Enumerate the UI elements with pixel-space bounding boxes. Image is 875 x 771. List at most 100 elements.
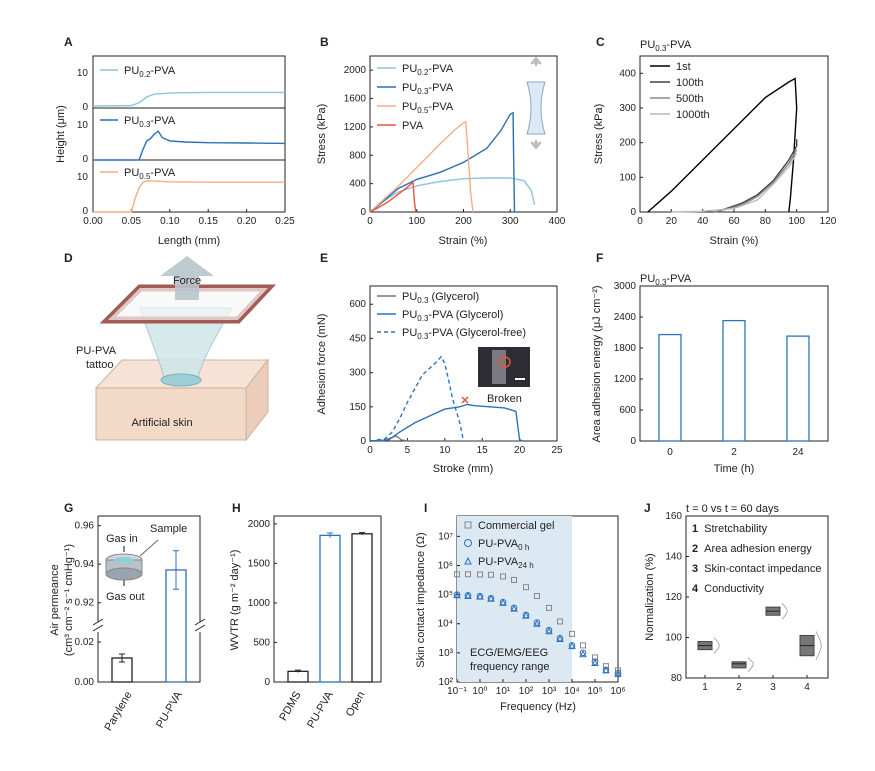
series-label: PU0.3-PVA [124,115,176,129]
y-tick-label: 0.94 [75,559,95,570]
data-point [533,592,540,599]
panel-letter: I [424,501,427,515]
tick-group: 0 5 10 15 20 25 0 150 300 450 600 [349,299,563,456]
legend-entry: PU0.3 (Glycerol) [402,291,479,305]
data-point [546,604,552,611]
distribution-curve [713,637,720,654]
legend-marker [464,556,472,565]
x-tick-label: 0.25 [275,216,295,227]
permeance-cell-icon [105,539,159,586]
y-tick-label: 200 [619,138,636,149]
gas-out-label: Gas out [106,591,145,603]
box [731,661,747,669]
panel-e: E 0 5 10 15 20 25 0 150 300 450 600 Stroke (mm) Ad… [316,251,563,475]
x-tick-label: 0.00 [83,216,103,227]
y-tick-label: 10⁴ [438,619,453,630]
x-tick-label: 10 [439,445,451,456]
y-tick-label: 10⁶ [438,560,453,571]
bar-group [111,550,187,683]
y-tick-label: 140 [665,552,682,563]
x-tick-label: 0 [637,216,643,227]
y-tick-label: 0.02 [75,637,95,648]
panel-i: I 10⁻¹ 10⁰ 10¹ 10² 10³ 10⁴ 10⁵ 10⁶10²10³10⁴10⁵1… [415,501,626,713]
x-tick-label: 25 [551,445,563,456]
legend: PU0.2-PVA PU0.3-PVA PU0.5-PVA PVA [377,63,454,132]
x-tick-label: 0 [367,445,373,456]
y-tick-label: 500 [253,637,270,648]
y-axis-label: WVTR (g m⁻² day⁻¹) [229,550,241,651]
y-tick-label: 10³ [439,648,454,659]
series-line [369,111,516,213]
y-tick-label: 450 [349,333,366,344]
legend: PU0.3 (Glycerol) PU0.3-PVA (Glycerol) PU… [377,291,526,341]
y-tick-label: 0.00 [75,677,95,688]
data-point [487,571,494,578]
x-tick-label: 20 [514,445,526,456]
data-point [579,650,587,658]
force-arrow-icon [160,256,214,300]
bar [287,670,309,683]
legend-entry: 500th [676,93,704,105]
category-label: Open [344,690,368,719]
tattoo-label: PU-PVA [76,345,117,357]
x-tick-label: 0 [367,216,373,227]
subplot-frame [92,55,286,109]
sample-label: Sample [150,523,187,535]
data-point [556,634,564,642]
panel-letter: A [64,35,73,49]
subplot-frame [92,159,286,213]
panel-j: J t = 0 vs t = 60 days 80 100 120 140 160 1 2 3… [644,501,829,693]
data-point [569,630,575,637]
x-tick-label: 3 [770,682,776,693]
y-tick: 0 [82,206,88,217]
y-tick-label: 400 [349,179,366,190]
legend-entry: PU0.2-PVA [402,63,454,77]
y-tick-label: 2400 [614,312,637,323]
category-label: PU-PVA [305,689,336,730]
x-tick-label: 120 [820,216,837,227]
break-marker-icon [461,396,469,404]
data-point [591,658,599,665]
series-line [369,355,465,442]
data-point [510,576,517,583]
data-point [568,642,576,650]
data-point [523,584,529,591]
y-tick-label: 600 [349,299,366,310]
y-tick-label: 1000 [248,598,271,609]
subplot-frame [92,107,286,161]
x-axis-label: Length (mm) [158,235,220,247]
distribution-curve [747,657,754,673]
bar [658,333,682,442]
skin-label: Artificial skin [131,417,192,429]
plot-frame [639,55,829,213]
x-axis-label: Frequency (Hz) [500,701,576,713]
data-point [614,669,622,677]
y-tick-label: 160 [665,511,682,522]
y-tick-label: 1500 [248,558,271,569]
frame [99,284,277,324]
x-tick-label: 10² [519,686,534,697]
y-axis-label: Area adhesion energy (μJ cm⁻²) [591,285,603,442]
y-tick-label: 400 [619,68,636,79]
broken-photo [478,347,530,387]
range-label: frequency range [470,661,550,673]
y-tick-label: 300 [619,103,636,114]
broken-label: Broken [487,393,522,405]
data-point [510,604,518,612]
series-line [369,177,536,213]
y-tick-label: 300 [349,368,366,379]
x-tick-label: 10¹ [496,686,511,697]
tick-group: 10⁻¹ 10⁰ 10¹ 10² 10³ 10⁴ 10⁵ 10⁶ 10² 10³ 10⁴ 10⁵ 10⁶… [438,531,626,697]
legend-entry: PU0.3-PVA [402,82,454,96]
y-tick: 0 [82,154,88,165]
legend-entry: Commercial gel [478,520,554,532]
tick-group: 0 600 1200 1800 2400 3000 [614,281,643,447]
y-axis-label: Stress (kPa) [316,104,328,165]
y-axis-label: Air permeance [49,564,61,636]
legend: Commercial gel PU-PVA0 h PU-PVA24 h [464,520,554,570]
y-tick-label: 0 [264,677,270,688]
tick-group: 0 100 200 300 400 0 400 800 1200 1600 2000 [344,65,566,227]
tattoo-label: tattoo [86,359,114,371]
panel-letter: J [644,501,651,515]
bar [319,534,341,683]
